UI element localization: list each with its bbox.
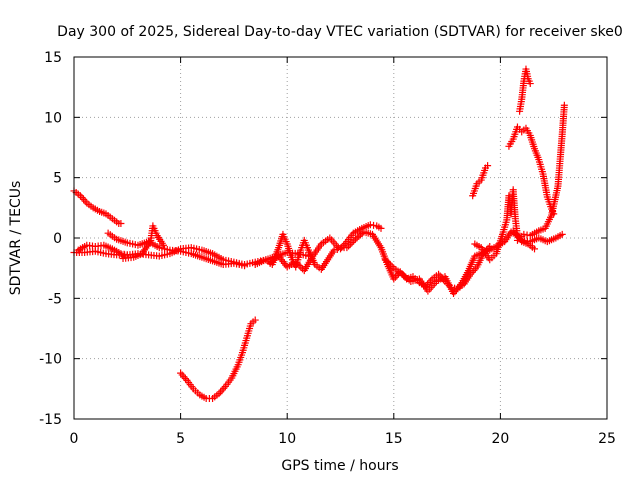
data-point (381, 256, 389, 264)
data-point (377, 224, 385, 232)
data-point (117, 220, 125, 228)
data-point (123, 251, 131, 259)
x-tick-label: 5 (176, 431, 185, 447)
data-point (350, 237, 358, 245)
data-point (370, 221, 378, 229)
data-point (388, 262, 396, 270)
x-axis-label: GPS time / hours (281, 458, 398, 474)
data-point (293, 260, 301, 268)
data-point (386, 261, 394, 269)
data-point (383, 257, 391, 265)
data-point (251, 316, 259, 324)
data-point (560, 101, 568, 109)
data-point (241, 262, 249, 270)
data-point (120, 250, 128, 258)
data-point (526, 80, 534, 88)
y-tick-label: 15 (44, 50, 62, 66)
x-tick-label: 25 (598, 431, 616, 447)
data-point (484, 162, 492, 170)
data-point (346, 240, 354, 248)
y-tick-label: -5 (48, 291, 62, 307)
data-point (117, 250, 125, 258)
x-tick-label: 0 (70, 431, 79, 447)
x-tick-label: 15 (385, 431, 403, 447)
data-point (343, 244, 351, 252)
y-tick-label: 0 (53, 231, 62, 247)
data-point (520, 230, 528, 238)
data-point (358, 229, 366, 237)
tick-labels: 0 5 10 15 20 25 -15 -10 -5 0 5 10 15 (39, 50, 616, 447)
data-point (405, 276, 413, 284)
x-tick-label: 10 (278, 431, 296, 447)
y-tick-label: -10 (39, 352, 62, 368)
data-point (523, 231, 531, 239)
chart-title: Day 300 of 2025, Sidereal Day-to-day VTE… (57, 24, 623, 40)
data-point (558, 230, 566, 238)
data-point (160, 241, 168, 249)
data-point (385, 259, 393, 267)
plot-frame (73, 56, 608, 420)
data-points (70, 65, 568, 402)
data-point (531, 245, 539, 253)
data-point (295, 262, 303, 270)
y-tick-label: -15 (39, 412, 62, 428)
y-tick-label: 5 (53, 171, 62, 187)
y-tick-label: 10 (44, 110, 62, 126)
data-point (330, 246, 338, 254)
data-point (297, 263, 305, 271)
data-point (345, 242, 353, 250)
data-point (348, 239, 356, 247)
x-tick-label: 20 (491, 431, 509, 447)
data-point (366, 221, 374, 229)
y-axis-label: SDTVAR / TECUs (8, 181, 24, 296)
data-point (292, 258, 300, 266)
